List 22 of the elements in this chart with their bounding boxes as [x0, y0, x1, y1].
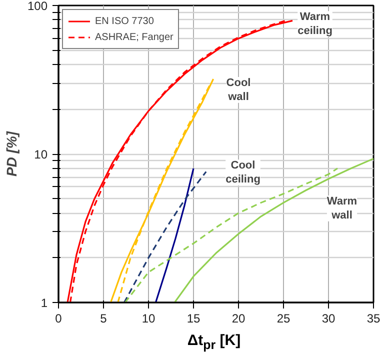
x-tick-label: 20 — [232, 312, 246, 326]
y-axis-title: PD [%] — [3, 130, 20, 177]
y-tick-label: 100 — [27, 0, 48, 13]
y-tick-label: 1 — [40, 296, 48, 310]
annotation: Warm wall — [326, 196, 358, 222]
annotation: Cool wall — [226, 77, 251, 103]
x-tick-label: 35 — [366, 312, 380, 326]
x-tick-label: 15 — [186, 312, 200, 326]
y-tick-label: 10 — [34, 148, 48, 162]
annotation: Cool ceiling — [226, 160, 260, 186]
line-series — [174, 158, 374, 302]
line-series — [154, 168, 194, 302]
x-tick-label: 5 — [100, 312, 108, 326]
x-tick-label: 0 — [55, 312, 62, 326]
legend-label: EN ISO 7730 — [95, 15, 154, 27]
line-series — [123, 170, 207, 302]
x-tick-label: 30 — [322, 312, 336, 326]
legend-label: ASHRAE; Fanger — [95, 31, 174, 43]
x-tick-label: 25 — [276, 312, 290, 326]
x-axis-title: Δt$_{pr}$ [K] — [186, 331, 242, 354]
x-tick-label: 10 — [142, 312, 156, 326]
annotation: Warm ceiling — [298, 11, 332, 37]
